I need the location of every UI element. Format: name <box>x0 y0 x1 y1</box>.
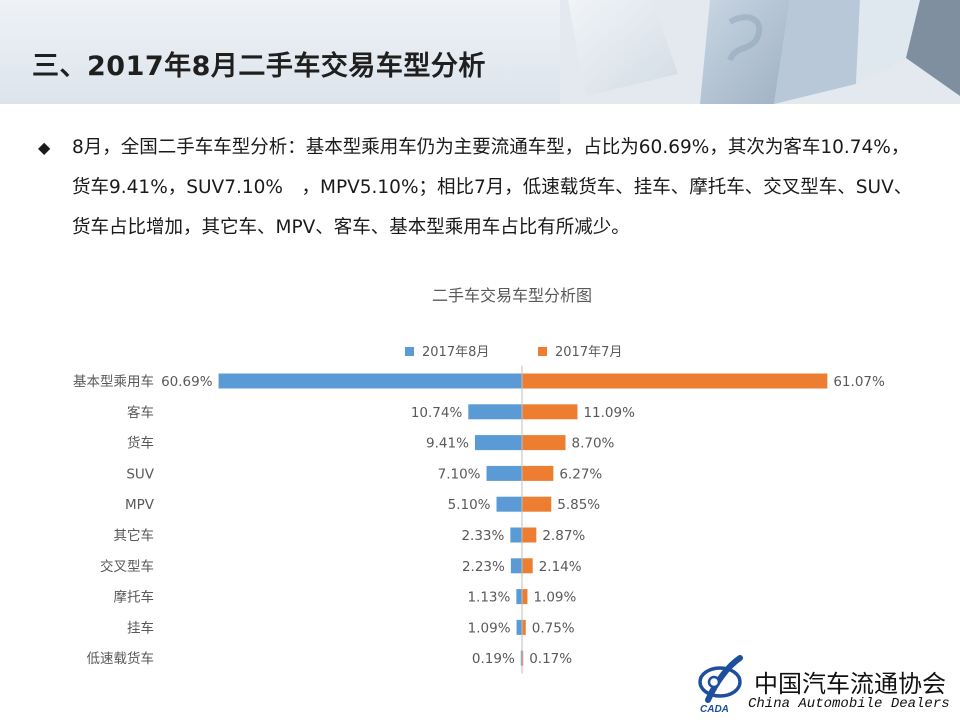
bar-aug <box>468 404 522 420</box>
bar-jul <box>522 373 828 389</box>
bar-aug <box>496 496 522 512</box>
legend-label-aug: 2017年8月 <box>422 345 489 360</box>
bar-jul <box>522 404 578 420</box>
logo-name-en: China Automobile Dealers <box>748 696 950 712</box>
data-label-aug: 9.41% <box>426 436 469 452</box>
data-label-jul: 0.75% <box>532 620 575 636</box>
logo-mark-text: CADA <box>700 704 729 714</box>
bar-aug <box>510 527 522 543</box>
bar-jul <box>522 589 528 605</box>
data-label-jul: 6.27% <box>559 466 602 482</box>
header-decoration <box>560 0 960 104</box>
bar-jul <box>522 435 566 451</box>
logo-name-cn: 中国汽车流通协会 <box>754 670 946 698</box>
bar-jul <box>522 496 552 512</box>
category-label: 其它车 <box>114 527 155 544</box>
data-label-aug: 2.23% <box>462 559 505 575</box>
bar-jul <box>522 650 524 666</box>
bar-jul <box>522 558 533 574</box>
bar-aug <box>520 650 522 666</box>
data-label-aug: 2.33% <box>461 528 504 544</box>
data-label-aug: 1.13% <box>467 590 510 606</box>
bar-aug <box>516 589 522 605</box>
cada-logo: CADA 中国汽车流通协会 China Automobile Dealers <box>690 650 960 720</box>
data-label-aug: 60.69% <box>161 374 213 390</box>
category-label: MPV <box>125 497 155 513</box>
data-label-jul: 8.70% <box>572 436 615 452</box>
bar-jul <box>522 465 554 481</box>
bar-jul <box>522 619 526 635</box>
bar-aug <box>516 619 522 635</box>
data-label-jul: 11.09% <box>583 405 635 421</box>
category-label: 客车 <box>127 404 154 421</box>
header-banner: 三、2017年8月二手车交易车型分析 <box>0 0 960 104</box>
category-label: 交叉型车 <box>100 558 154 575</box>
data-label-jul: 61.07% <box>833 374 885 390</box>
legend-swatch-aug <box>405 347 414 356</box>
category-label: 摩托车 <box>114 589 155 606</box>
data-label-aug: 7.10% <box>438 466 481 482</box>
data-label-aug: 0.19% <box>472 651 515 667</box>
chart-title: 二手车交易车型分析图 <box>432 286 592 305</box>
summary-text: 8月，全国二手车车型分析：基本型乘用车仍为主要流通车型，占比为60.69%，其次… <box>72 137 913 238</box>
data-label-jul: 5.85% <box>557 497 600 513</box>
data-label-jul: 2.87% <box>542 528 585 544</box>
bar-aug <box>510 558 522 574</box>
bar-jul <box>522 527 537 543</box>
category-label: 货车 <box>127 435 154 452</box>
summary-paragraph: ◆ 8月，全国二手车车型分析：基本型乘用车仍为主要流通车型，占比为60.69%，… <box>38 128 918 248</box>
category-label: SUV <box>126 466 154 482</box>
legend-label-jul: 2017年7月 <box>555 345 622 360</box>
bar-aug <box>218 373 523 389</box>
data-label-aug: 1.09% <box>468 620 511 636</box>
page-title: 三、2017年8月二手车交易车型分析 <box>32 51 486 82</box>
category-label: 基本型乘用车 <box>73 373 154 390</box>
data-label-jul: 2.14% <box>539 559 582 575</box>
data-label-aug: 5.10% <box>448 497 491 513</box>
bar-aug <box>486 465 522 481</box>
bar-aug <box>474 435 522 451</box>
cada-emblem-icon: CADA <box>698 655 743 714</box>
category-label: 低速载货车 <box>87 650 155 667</box>
data-label-jul: 1.09% <box>533 590 576 606</box>
data-label-jul: 0.17% <box>529 651 572 667</box>
category-label: 挂车 <box>127 619 154 636</box>
bullet-diamond-icon: ◆ <box>38 138 51 157</box>
data-label-aug: 10.74% <box>411 405 463 421</box>
legend-swatch-jul <box>538 347 547 356</box>
